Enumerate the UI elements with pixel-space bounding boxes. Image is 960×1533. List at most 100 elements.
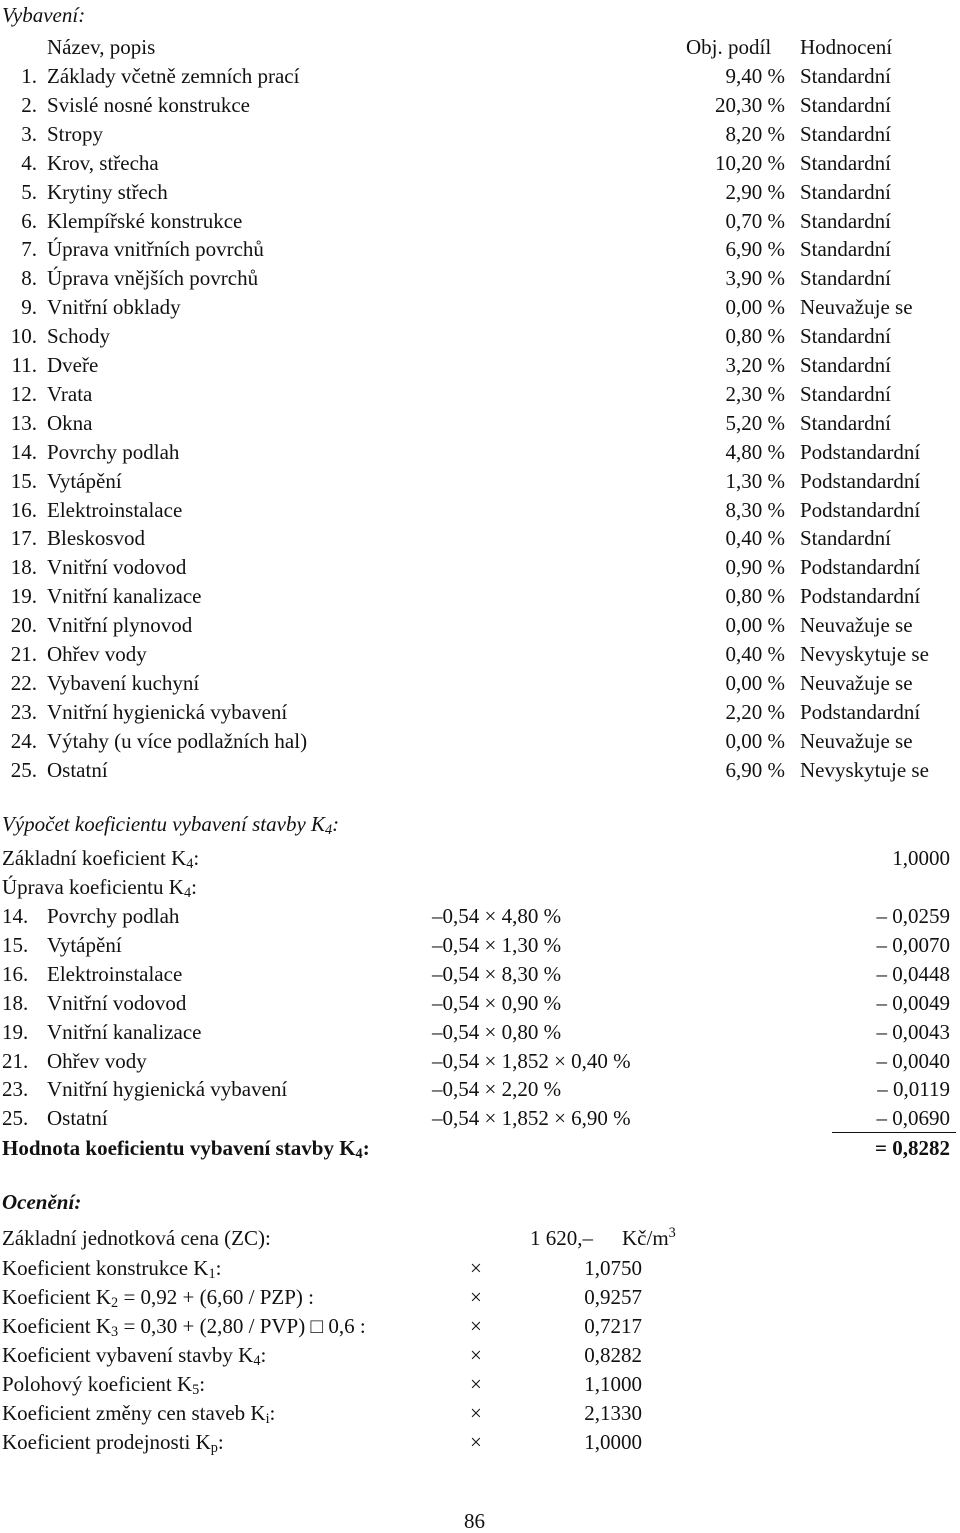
- row-number: 17.: [10, 526, 37, 551]
- row-number: 3.: [21, 121, 37, 146]
- row-name: Krytiny střech: [47, 179, 168, 204]
- row-share: 0,00 %: [725, 670, 786, 695]
- calc-row-name: Ostatní: [47, 1106, 108, 1131]
- equipment-heading: Vybavení:: [2, 3, 86, 27]
- row-rating: Standardní: [800, 64, 891, 88]
- row-share: 0,40 %: [725, 642, 786, 666]
- row-share: 2,20 %: [725, 699, 786, 724]
- row-rating: Standardní: [800, 353, 891, 377]
- row-number: 15.: [10, 468, 37, 493]
- column-header-share: Obj. podíl: [686, 35, 772, 59]
- row-rating: Podstandardní: [800, 584, 921, 609]
- calc-row-number: 21.: [2, 1048, 29, 1073]
- row-rating: Standardní: [800, 121, 891, 146]
- row-name: Bleskosvod: [47, 526, 146, 551]
- row-name: Okna: [47, 410, 93, 435]
- calc-row-value: – 0,0040: [876, 1048, 951, 1073]
- column-header-rating: Hodnocení: [800, 35, 893, 59]
- row-name: Vnitřní hygienická vybavení: [47, 699, 288, 724]
- row-share: 5,20 %: [725, 410, 786, 435]
- column-header-name: Název, popis: [47, 35, 156, 59]
- row-name: Výtahy (u více podlažních hal): [47, 728, 308, 753]
- calc-row-number: 23.: [2, 1077, 29, 1102]
- calc-row-value: – 0,0259: [876, 904, 951, 928]
- row-rating: Standardní: [800, 237, 891, 262]
- row-share: 6,90 %: [725, 237, 786, 262]
- calc-row-name: Vnitřní hygienická vybavení: [47, 1077, 288, 1102]
- row-share: 0,00 %: [725, 728, 786, 753]
- row-name: Vnitřní kanalizace: [47, 584, 202, 609]
- multiply-sign: ×: [470, 1430, 482, 1454]
- multiply-sign: ×: [470, 1372, 482, 1396]
- row-share: 10,20 %: [715, 150, 785, 175]
- row-number: 20.: [10, 613, 37, 638]
- coefficient-label: Koeficient vybavení stavby K4:: [2, 1343, 267, 1370]
- row-name: Úprava vnitřních povrchů: [47, 237, 264, 262]
- multiply-sign: ×: [470, 1285, 482, 1309]
- row-share: 6,90 %: [725, 757, 786, 782]
- row-share: 0,40 %: [725, 526, 786, 551]
- row-rating: Standardní: [800, 266, 891, 291]
- calc-row-formula: –0,54 × 0,90 %: [432, 990, 562, 1015]
- calc-row-formula: –0,54 × 1,852 × 6,90 %: [432, 1106, 631, 1131]
- coefficient-label: Koeficient K2 = 0,92 + (6,60 / PZP) :: [2, 1285, 314, 1312]
- coefficient-value: 0,7217: [584, 1314, 642, 1338]
- calc-row-value: – 0,0448: [876, 961, 951, 986]
- row-name: Ohřev vody: [47, 642, 147, 666]
- valuation-heading: Ocenění:: [2, 1190, 82, 1214]
- row-number: 25.: [10, 757, 37, 782]
- row-number: 22.: [10, 670, 37, 695]
- row-share: 0,00 %: [725, 613, 786, 638]
- multiply-sign: ×: [470, 1256, 482, 1280]
- row-name: Vnitřní obklady: [47, 295, 181, 320]
- calc-row-number: 16.: [2, 961, 29, 986]
- row-number: 24.: [10, 728, 37, 753]
- coefficient-value: 1,1000: [584, 1372, 642, 1396]
- row-share: 4,80 %: [725, 439, 786, 464]
- row-rating: Standardní: [800, 150, 891, 175]
- row-rating: Standardní: [800, 526, 891, 551]
- row-name: Úprava vnějších povrchů: [47, 266, 259, 291]
- total-underline: [832, 1132, 956, 1133]
- row-share: 8,30 %: [725, 497, 786, 522]
- base-price-unit: Kč/m3: [622, 1225, 676, 1250]
- base-price-label: Základní jednotková cena (ZC):: [2, 1226, 271, 1250]
- row-number: 23.: [10, 699, 37, 724]
- coefficient-label: Koeficient K3 = 0,30 + (2,80 / PVP) □ 0,…: [2, 1314, 366, 1341]
- row-rating: Nevyskytuje se: [800, 757, 929, 782]
- row-share: 1,30 %: [725, 468, 786, 493]
- row-share: 0,80 %: [725, 324, 786, 349]
- row-share: 0,70 %: [725, 208, 786, 233]
- multiply-sign: ×: [470, 1401, 482, 1425]
- row-number: 11.: [11, 353, 37, 377]
- coefficient-value: 0,8282: [584, 1343, 642, 1367]
- calc-row-number: 15.: [2, 932, 29, 957]
- row-name: Svislé nosné konstrukce: [47, 92, 250, 117]
- calc-row-formula: –0,54 × 2,20 %: [432, 1077, 562, 1102]
- row-share: 2,90 %: [725, 179, 786, 204]
- row-number: 14.: [10, 439, 37, 464]
- row-number: 6.: [21, 208, 37, 233]
- coefficient-value: 0,9257: [584, 1285, 642, 1309]
- calc-row-name: Povrchy podlah: [47, 904, 180, 928]
- calc-row-value: – 0,0070: [876, 932, 951, 957]
- coefficient-value: 1,0000: [584, 1430, 642, 1454]
- row-name: Vnitřní plynovod: [47, 613, 193, 638]
- row-number: 10.: [10, 324, 37, 349]
- row-number: 9.: [21, 295, 37, 320]
- calc-row-number: 25.: [2, 1106, 29, 1131]
- coefficient-value: 1,0750: [584, 1256, 642, 1280]
- row-number: 12.: [10, 381, 37, 406]
- row-share: 20,30 %: [715, 92, 785, 117]
- base-price-value: 1 620,–: [530, 1226, 593, 1250]
- k4-heading: Výpočet koeficientu vybavení stavby K4:: [2, 812, 340, 839]
- calc-row-formula: –0,54 × 4,80 %: [432, 904, 562, 928]
- coefficient-label: Koeficient prodejnosti Kp:: [2, 1430, 224, 1457]
- k4-adjust-label: Úprava koeficientu K4:: [2, 875, 197, 902]
- row-number: 1.: [21, 64, 37, 88]
- row-share: 0,80 %: [725, 584, 786, 609]
- row-number: 8.: [21, 266, 37, 291]
